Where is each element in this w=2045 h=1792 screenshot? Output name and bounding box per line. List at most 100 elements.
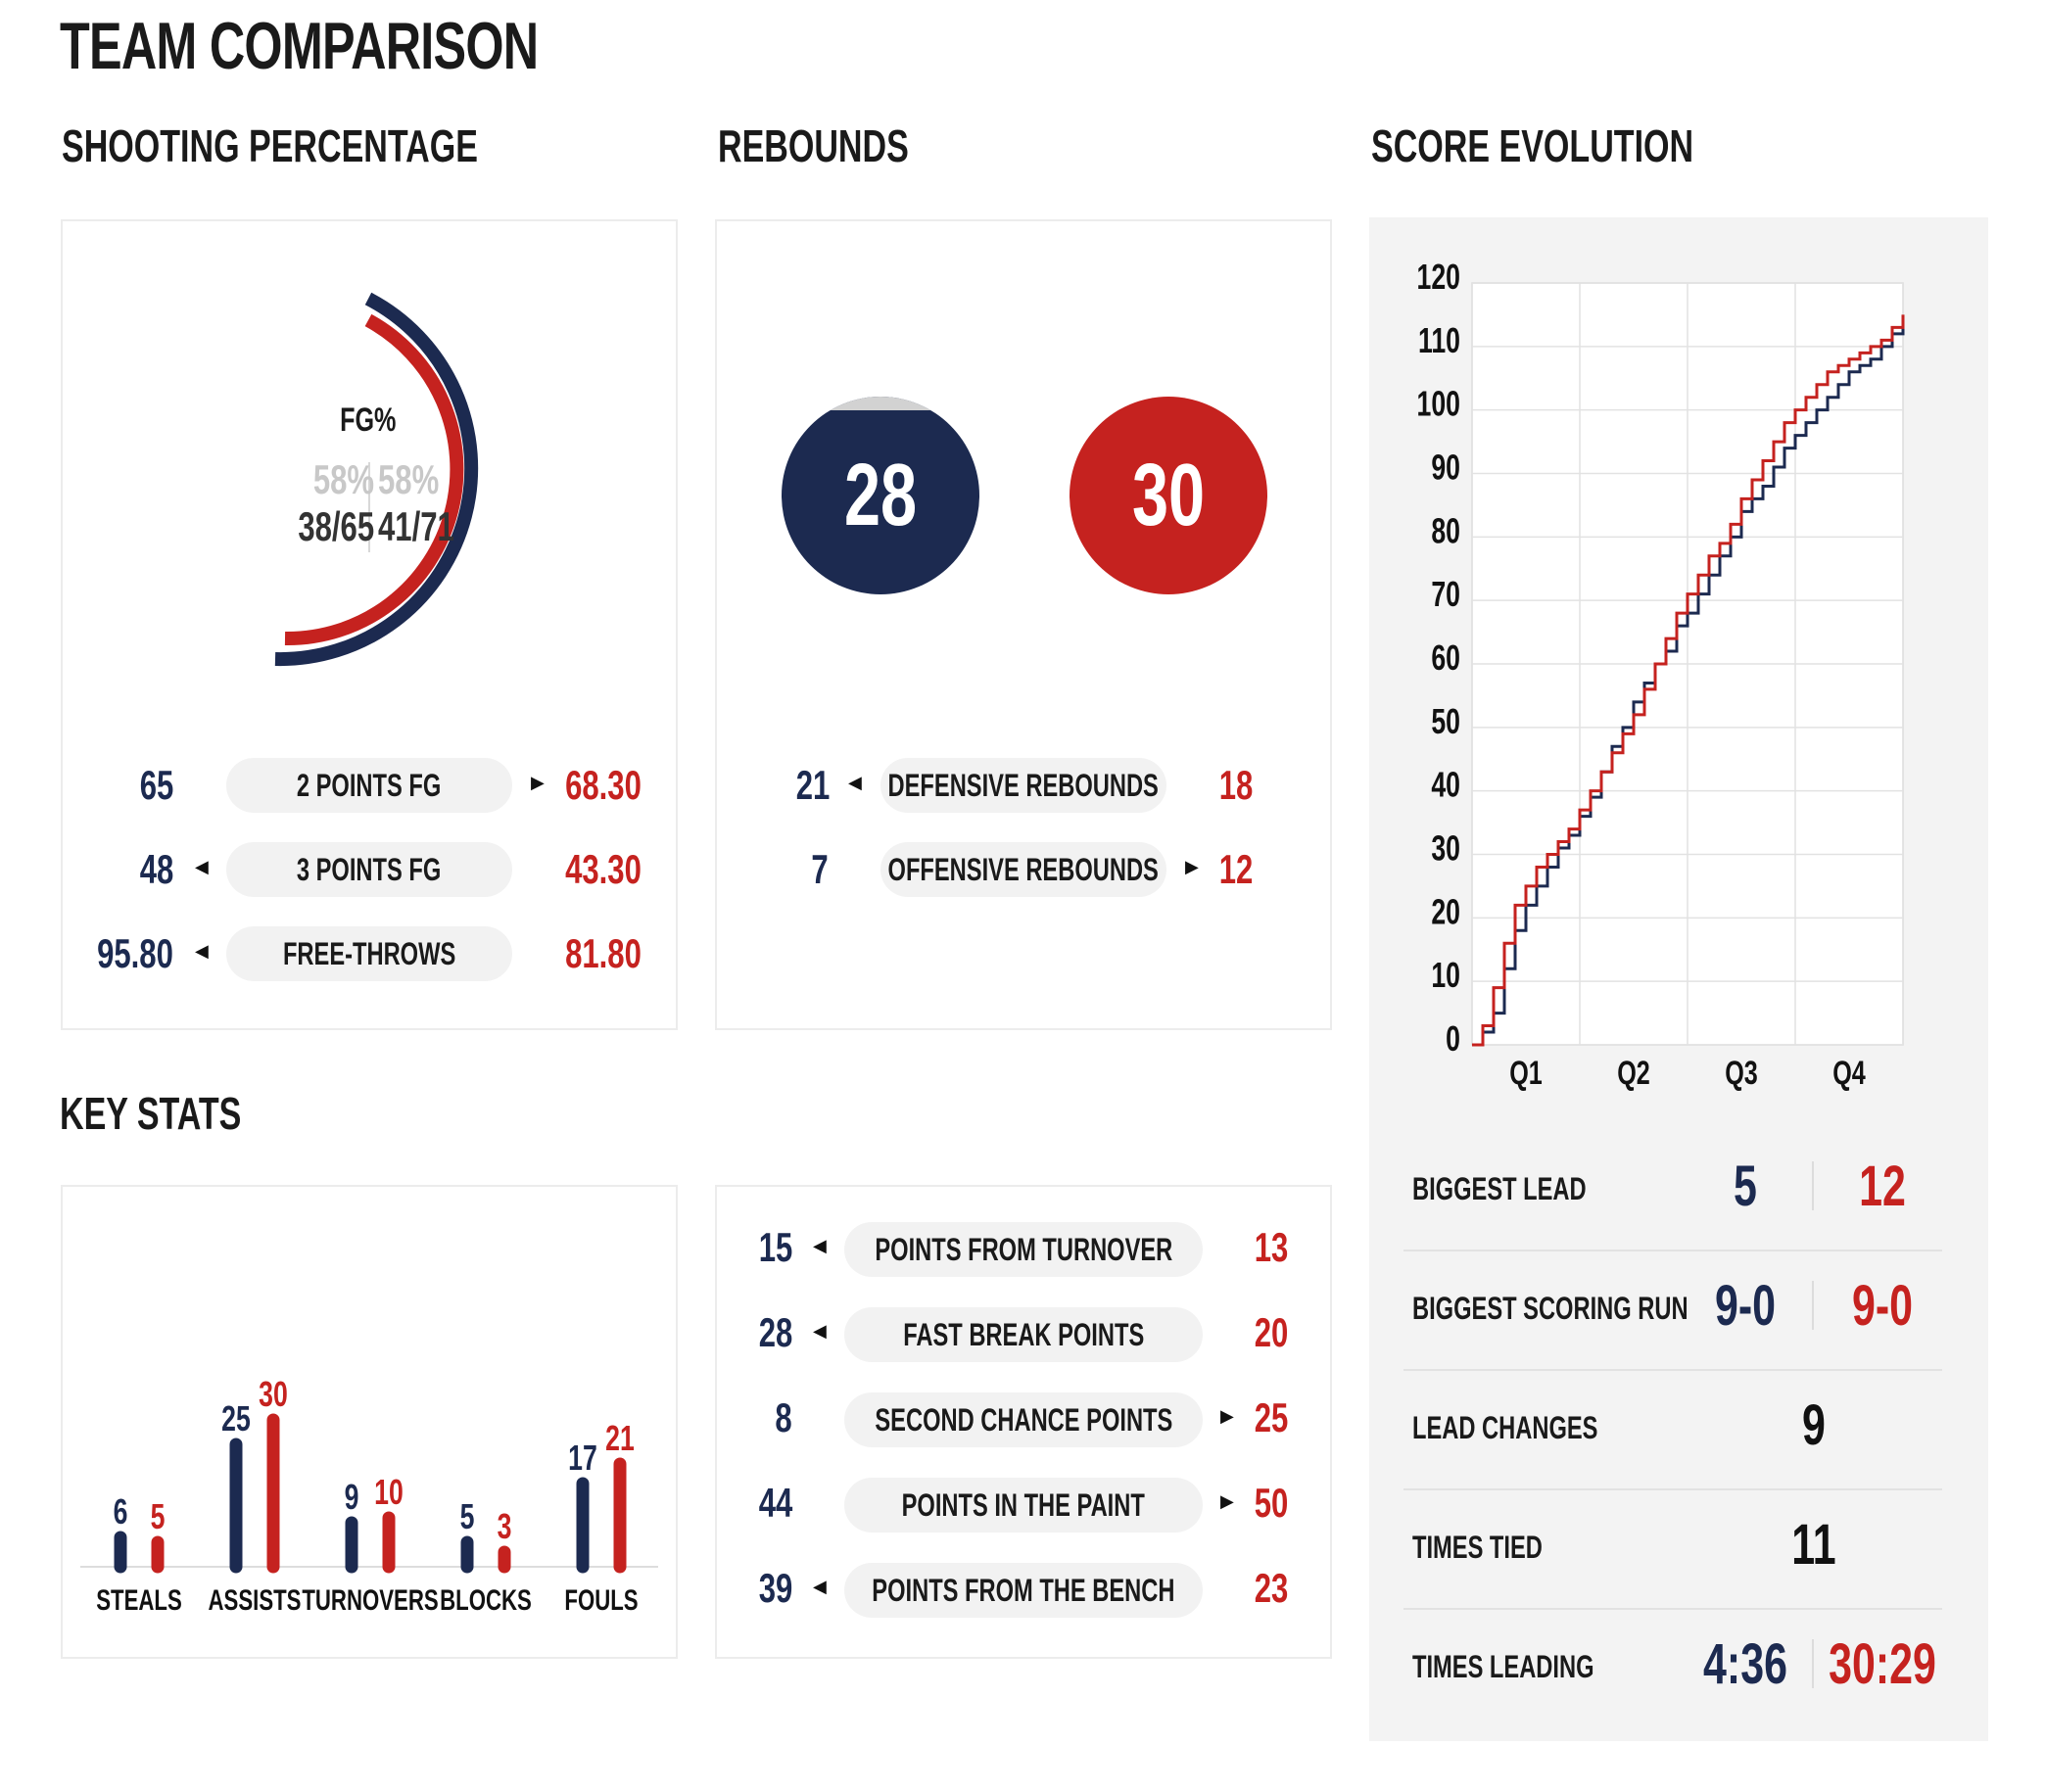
shooting-row-home: 95.80 bbox=[97, 930, 173, 976]
y-tick-label: 20 bbox=[1431, 891, 1460, 931]
points-row-pill: POINTS FROM THE BENCH bbox=[844, 1563, 1203, 1618]
rebounds-row-pill: OFFENSIVE REBOUNDS bbox=[880, 842, 1166, 897]
bar-value-label: 5 bbox=[460, 1496, 475, 1536]
stat-label: BIGGEST SCORING RUN bbox=[1412, 1291, 1688, 1326]
rebounds-home-total: 28 bbox=[843, 446, 918, 544]
rebounds-row-home: 7 bbox=[811, 846, 829, 892]
shooting-row-home: 65 bbox=[139, 762, 174, 808]
points-row-home: 15 bbox=[758, 1224, 793, 1270]
leader-arrow-left-icon: ◀ bbox=[813, 1577, 827, 1596]
y-tick-label: 100 bbox=[1417, 384, 1460, 424]
y-tick-label: 90 bbox=[1431, 448, 1460, 488]
score-line-away bbox=[1472, 314, 1905, 1047]
stat-label: TIMES LEADING bbox=[1412, 1649, 1594, 1684]
points-row-pill: FAST BREAK POINTS bbox=[844, 1307, 1203, 1362]
x-tick-label: Q1 bbox=[1509, 1055, 1543, 1092]
rebounds-home-circle: 28 bbox=[782, 397, 979, 594]
fg-label: FG% bbox=[340, 401, 397, 439]
fg-away-pct: 58% bbox=[378, 456, 440, 502]
fg-home-made: 38/65 bbox=[298, 503, 374, 549]
points-row-away: 25 bbox=[1254, 1394, 1289, 1440]
fg-arc-away bbox=[284, 313, 464, 646]
bar-value-label: 30 bbox=[259, 1374, 288, 1414]
rebounds-away-circle: 30 bbox=[1070, 397, 1267, 594]
bar-value-label: 17 bbox=[568, 1438, 597, 1478]
bar-value-label: 5 bbox=[151, 1496, 166, 1536]
page-title: TEAM COMPARISON bbox=[60, 9, 539, 83]
leader-arrow-right-icon: ▶ bbox=[1220, 1406, 1234, 1426]
bar-category-label: STEALS bbox=[96, 1583, 182, 1617]
points-row-home: 39 bbox=[758, 1565, 793, 1611]
leader-arrow-left-icon: ◀ bbox=[195, 941, 209, 961]
bar-category-label: BLOCKS bbox=[440, 1583, 532, 1617]
leader-arrow-left-icon: ◀ bbox=[813, 1236, 827, 1255]
points-row-home: 28 bbox=[758, 1309, 793, 1355]
shooting-row-pill: FREE-THROWS bbox=[226, 926, 512, 981]
leader-arrow-left-icon: ◀ bbox=[813, 1321, 827, 1341]
x-tick-label: Q3 bbox=[1725, 1055, 1758, 1092]
y-tick-label: 60 bbox=[1431, 637, 1460, 678]
bar-category-label: ASSISTS bbox=[209, 1583, 302, 1617]
y-tick-label: 50 bbox=[1431, 701, 1460, 741]
points-row-label: POINTS FROM TURNOVER bbox=[875, 1231, 1172, 1267]
bar-value-label: 10 bbox=[374, 1472, 404, 1512]
shooting-row-label: FREE-THROWS bbox=[282, 935, 456, 971]
leader-arrow-right-icon: ▶ bbox=[1185, 857, 1199, 876]
rebounds-title: REBOUNDS bbox=[718, 120, 909, 171]
stat-label: LEAD CHANGES bbox=[1412, 1410, 1598, 1445]
shooting-row-home: 48 bbox=[139, 846, 174, 892]
leader-arrow-left-icon: ◀ bbox=[195, 857, 209, 876]
key-stats-title: KEY STATS bbox=[60, 1088, 242, 1139]
points-row-label: FAST BREAK POINTS bbox=[902, 1316, 1145, 1352]
rebounds-away-total: 30 bbox=[1131, 446, 1206, 544]
rebounds-row-away: 12 bbox=[1218, 846, 1254, 892]
x-tick-label: Q4 bbox=[1832, 1055, 1866, 1092]
rebounds-row-home: 21 bbox=[795, 762, 831, 808]
bar-category-label: TURNOVERS bbox=[302, 1583, 438, 1617]
stat-label: BIGGEST LEAD bbox=[1412, 1171, 1587, 1206]
rebounds-row-label: OFFENSIVE REBOUNDS bbox=[887, 851, 1160, 887]
shooting-row-label: 2 POINTS FG bbox=[297, 767, 442, 803]
stat-single-value: 11 bbox=[1791, 1513, 1836, 1577]
points-row-pill: SECOND CHANCE POINTS bbox=[844, 1392, 1203, 1447]
stat-away-value: 12 bbox=[1859, 1155, 1906, 1218]
leader-arrow-right-icon: ▶ bbox=[531, 773, 545, 792]
shooting-row-away: 43.30 bbox=[565, 846, 642, 892]
bar-value-label: 21 bbox=[605, 1418, 635, 1458]
y-tick-label: 70 bbox=[1431, 574, 1460, 614]
stat-away-value: 9-0 bbox=[1851, 1274, 1914, 1338]
fg-gauge bbox=[274, 292, 479, 667]
shooting-row-pill: 3 POINTS FG bbox=[226, 842, 512, 897]
points-row-pill: POINTS IN THE PAINT bbox=[844, 1478, 1203, 1533]
stat-label: TIMES TIED bbox=[1412, 1530, 1543, 1565]
shooting-row-pill: 2 POINTS FG bbox=[226, 758, 512, 813]
key-stats-bar-panel bbox=[61, 1185, 678, 1659]
score-evolution-chart: 0 10 20 30 40 50 60 70 80 90 100 110 120 Q1 Q2 Q3 Q4 bbox=[1417, 257, 1905, 1092]
rebounds-row-pill: DEFENSIVE REBOUNDS bbox=[880, 758, 1166, 813]
y-tick-label: 110 bbox=[1418, 320, 1460, 360]
y-tick-label: 120 bbox=[1417, 257, 1460, 297]
bar-value-label: 6 bbox=[114, 1491, 128, 1532]
fg-arc-home bbox=[274, 292, 479, 667]
points-row-pill: POINTS FROM TURNOVER bbox=[844, 1222, 1203, 1277]
stat-home-value: 5 bbox=[1734, 1155, 1757, 1218]
y-tick-label: 30 bbox=[1431, 828, 1460, 869]
points-row-label: SECOND CHANCE POINTS bbox=[875, 1401, 1172, 1438]
points-row-away: 50 bbox=[1254, 1480, 1289, 1526]
bar-value-label: 9 bbox=[345, 1477, 359, 1517]
stat-away-value: 30:29 bbox=[1829, 1632, 1936, 1696]
score-evolution-title: SCORE EVOLUTION bbox=[1371, 120, 1694, 171]
y-tick-label: 80 bbox=[1431, 510, 1460, 550]
stat-single-value: 9 bbox=[1802, 1393, 1826, 1457]
points-row-away: 13 bbox=[1254, 1224, 1289, 1270]
fg-away-made: 41/71 bbox=[378, 503, 454, 549]
points-row-home: 8 bbox=[775, 1394, 792, 1440]
shooting-title: SHOOTING PERCENTAGE bbox=[62, 120, 478, 171]
points-row-away: 23 bbox=[1254, 1565, 1289, 1611]
y-tick-label: 0 bbox=[1446, 1018, 1460, 1059]
points-row-label: POINTS FROM THE BENCH bbox=[872, 1572, 1175, 1608]
shooting-row-away: 68.30 bbox=[565, 762, 642, 808]
y-tick-label: 10 bbox=[1431, 955, 1460, 995]
stat-home-value: 4:36 bbox=[1703, 1632, 1787, 1696]
